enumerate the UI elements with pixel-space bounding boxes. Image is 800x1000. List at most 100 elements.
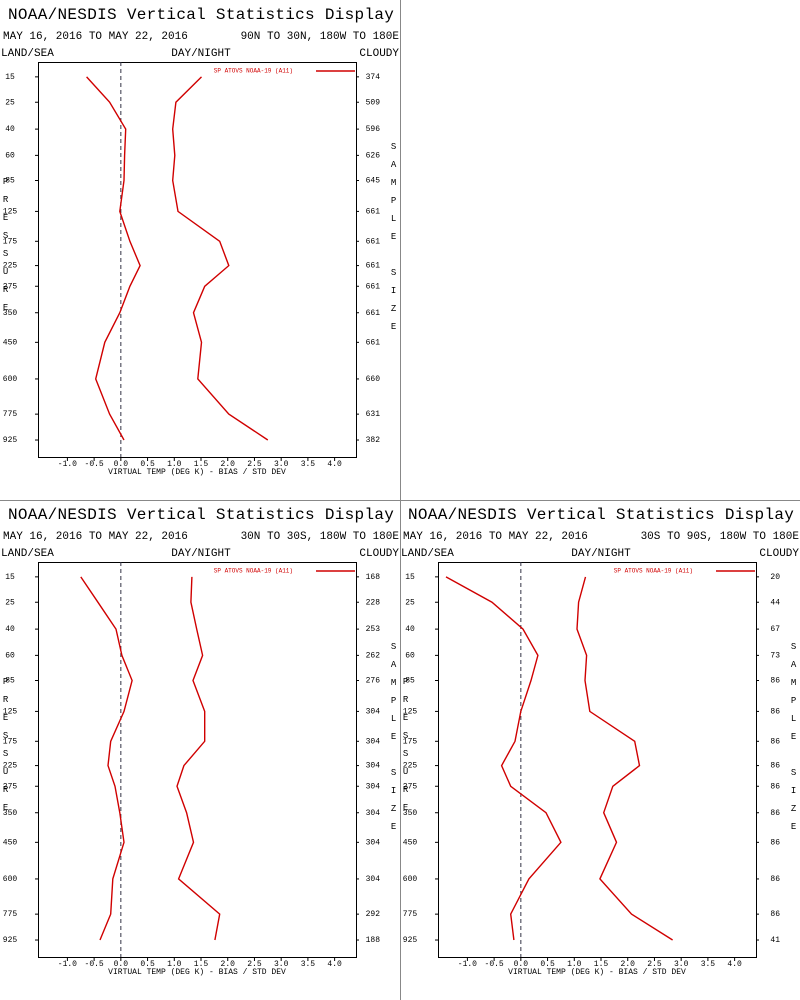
sample-size: 262 [366,651,381,660]
sample-size: 382 [366,436,381,445]
y-tick-label: 450 [3,838,18,847]
y-tick-label: 15 [5,573,15,582]
y-tick-label: 125 [3,208,18,217]
y-tick-label: 85 [5,177,15,186]
y-tick-label: 925 [3,936,18,945]
x-tick-label: 0.0 [114,460,129,469]
sample-size: 86 [770,708,780,717]
x-tick-label: -1.0 [58,460,77,469]
y-tick-label: 600 [3,875,18,884]
sample-size: 661 [366,282,381,291]
y-tick-label: 600 [3,375,18,384]
cloudy: CLOUDY [359,48,399,60]
sample-size: 596 [366,125,381,134]
y-tick-label: 350 [3,809,18,818]
y-tick-label: 775 [403,910,418,919]
sample-size: 374 [366,73,381,82]
plot-frame [38,62,357,458]
y-tick-label: 60 [405,651,415,660]
sample-size: 20 [770,573,780,582]
x-tick-label: -0.5 [85,460,104,469]
y-tick-label: 85 [405,677,415,686]
y-tick-label: 175 [403,737,418,746]
y-tick-label: 40 [5,625,15,634]
date-range: MAY 16, 2016 TO MAY 22, 2016 [3,531,188,543]
region: 30S TO 90S, 180W TO 180E [641,531,800,543]
x-tick-label: 1.0 [167,960,182,969]
x-tick-label: 3.5 [301,460,316,469]
series-line [576,576,673,941]
x-tick-label: -1.0 [58,960,77,969]
x-tick-label: -1.0 [458,960,477,969]
cloudy: CLOUDY [359,548,399,560]
region: 90N TO 30N, 180W TO 180E [241,31,400,43]
x-tick-label: 4.0 [327,960,342,969]
sample-size: 188 [366,936,381,945]
sample-size: 44 [770,598,780,607]
sample-size: 304 [366,782,381,791]
sample-size: 661 [366,309,381,318]
series-line [171,76,269,441]
x-tick-label: 2.0 [221,460,236,469]
y-tick-label: 15 [405,573,415,582]
y-tick-label: 60 [5,651,15,660]
y2-axis-label: SAMPLE SIZE [389,642,399,840]
cloudy: CLOUDY [759,548,799,560]
y-tick-label: 275 [3,782,18,791]
y-axis-label: PRESSURE [401,677,411,821]
y-tick-label: 775 [3,910,18,919]
sample-size: 661 [366,237,381,246]
x-tick-label: 0.0 [514,960,529,969]
sample-size: 661 [366,208,381,217]
x-tick-label: 2.5 [247,960,262,969]
y-tick-label: 225 [3,262,18,271]
y-axis-label: PRESSURE [1,177,11,321]
sample-size: 661 [366,338,381,347]
x-axis-label: VIRTUAL TEMP (DEG K) - BIAS / STD DEV [108,468,286,477]
sample-size: 631 [366,410,381,419]
y-tick-label: 175 [3,237,18,246]
x-tick-label: 1.0 [167,460,182,469]
x-tick-label: 2.0 [621,960,636,969]
x-axis-label: VIRTUAL TEMP (DEG K) - BIAS / STD DEV [508,968,686,977]
series-line [176,576,221,941]
y-tick-label: 15 [5,73,15,82]
x-tick-label: 2.5 [247,460,262,469]
y-tick-label: 775 [3,410,18,419]
y-tick-label: 125 [403,708,418,717]
sample-size: 86 [770,737,780,746]
sample-size: 86 [770,809,780,818]
plot-frame [438,562,757,958]
y2-axis-label: SAMPLE SIZE [789,642,799,840]
y-tick-label: 350 [403,809,418,818]
chart-title: NOAA/NESDIS Vertical Statistics Display [8,506,394,524]
sample-size: 304 [366,737,381,746]
y-tick-label: 85 [5,677,15,686]
y-tick-label: 175 [3,737,18,746]
y-tick-label: 350 [3,309,18,318]
legend-label: SP ATOVS NOAA-19 (A11) [214,68,293,75]
sample-size: 86 [770,762,780,771]
land-sea: LAND/SEA [1,548,54,560]
y-tick-label: 40 [5,125,15,134]
x-tick-label: 3.5 [301,960,316,969]
series-line [80,576,133,941]
date-range: MAY 16, 2016 TO MAY 22, 2016 [403,531,588,543]
legend-label: SP ATOVS NOAA-19 (A11) [214,568,293,575]
x-tick-label: -0.5 [485,960,504,969]
y-tick-label: 600 [403,875,418,884]
sample-size: 645 [366,177,381,186]
sample-size: 304 [366,809,381,818]
y-tick-label: 40 [405,625,415,634]
y-tick-label: 450 [403,838,418,847]
land-sea: LAND/SEA [1,48,54,60]
sample-size: 626 [366,151,381,160]
y-tick-label: 275 [403,782,418,791]
x-tick-label: 3.0 [674,960,689,969]
x-tick-label: 2.0 [221,960,236,969]
y2-axis-label: SAMPLE SIZE [389,142,399,340]
y-tick-label: 25 [5,598,15,607]
y-tick-label: 275 [3,282,18,291]
y-tick-label: 25 [405,598,415,607]
y-tick-label: 225 [403,762,418,771]
